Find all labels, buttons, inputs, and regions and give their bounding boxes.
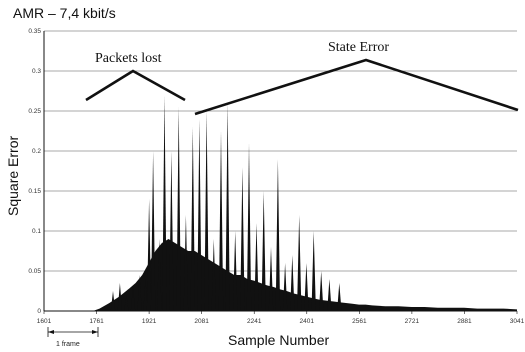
frame-bracket-label: 1 frame (56, 341, 80, 348)
peak-16 (211, 239, 216, 311)
peak-20 (240, 167, 245, 311)
peak-32 (327, 279, 332, 311)
peak-14 (197, 119, 202, 311)
peak-3 (130, 287, 136, 311)
peak-12 (183, 215, 189, 311)
y-axis-label: Square Error (5, 136, 21, 216)
state-error-bracket (194, 58, 519, 116)
peak-29 (304, 263, 309, 311)
x-tick-label-0: 1601 (37, 318, 52, 325)
chart-title: AMR – 7,4 kbit/s (13, 5, 116, 21)
peak-28 (297, 215, 302, 311)
x-tick-label-7: 2721 (405, 318, 420, 325)
frame-bracket: 1 frame (47, 327, 99, 348)
peak-24 (268, 247, 274, 311)
x-tick-label-5: 2401 (300, 318, 315, 325)
x-tick-label-6: 2561 (352, 318, 367, 325)
peak-9 (162, 95, 167, 311)
peak-33 (337, 283, 342, 311)
peak-22 (254, 223, 259, 311)
peak-26 (282, 263, 288, 311)
y-tick-label-6: 0.3 (32, 68, 41, 75)
x-axis-label: Sample Number (228, 332, 329, 348)
peak-8 (157, 239, 162, 311)
x-tick-label-1: 1761 (89, 318, 104, 325)
x-tick-label-8: 2881 (457, 318, 472, 325)
peak-13 (190, 127, 195, 311)
peak-30 (311, 231, 316, 311)
peak-23 (261, 191, 266, 311)
peak-21 (246, 143, 252, 311)
peak-1 (117, 283, 123, 311)
peak-2 (124, 295, 129, 311)
peak-17 (218, 131, 224, 311)
peak-4 (137, 275, 142, 311)
data-area (44, 95, 517, 311)
error-envelope-area (44, 239, 517, 311)
peak-25 (275, 159, 281, 311)
y-tick-label-7: 0.35 (28, 28, 41, 35)
annotations: Packets lost State Error (85, 40, 519, 116)
y-tick-labels: 0 0.05 0.1 0.15 0.2 0.25 0.3 0.35 (28, 28, 41, 315)
peak-19 (233, 231, 238, 311)
packets-lost-label: Packets lost (95, 51, 162, 66)
peak-27 (290, 255, 295, 311)
peak-15 (204, 111, 209, 311)
axes (43, 31, 517, 312)
y-tick-label-5: 0.25 (28, 108, 41, 115)
peak-6 (146, 199, 152, 311)
y-tick-label-2: 0.1 (32, 228, 41, 235)
x-tick-label-4: 2241 (247, 318, 262, 325)
peak-7 (150, 151, 156, 311)
peak-11 (176, 107, 181, 311)
y-tick-label-1: 0.05 (28, 268, 41, 275)
peak-0 (110, 291, 116, 311)
x-tick-label-9: 3041 (510, 318, 525, 325)
peak-10 (169, 151, 174, 311)
state-error-label: State Error (328, 40, 389, 55)
x-tick-label-2: 1921 (142, 318, 157, 325)
x-tick-labels: 1601 1761 1921 2081 2241 2401 2561 2721 2881 3041 (37, 311, 525, 325)
y-tick-label-0: 0 (37, 308, 41, 315)
grid-lines (44, 30, 517, 272)
peak-5 (143, 279, 148, 311)
peak-31 (319, 271, 324, 311)
y-tick-label-3: 0.15 (28, 188, 41, 195)
peak-18 (225, 103, 230, 311)
packets-lost-bracket (85, 69, 186, 102)
y-tick-label-4: 0.2 (32, 148, 41, 155)
x-tick-label-3: 2081 (194, 318, 209, 325)
